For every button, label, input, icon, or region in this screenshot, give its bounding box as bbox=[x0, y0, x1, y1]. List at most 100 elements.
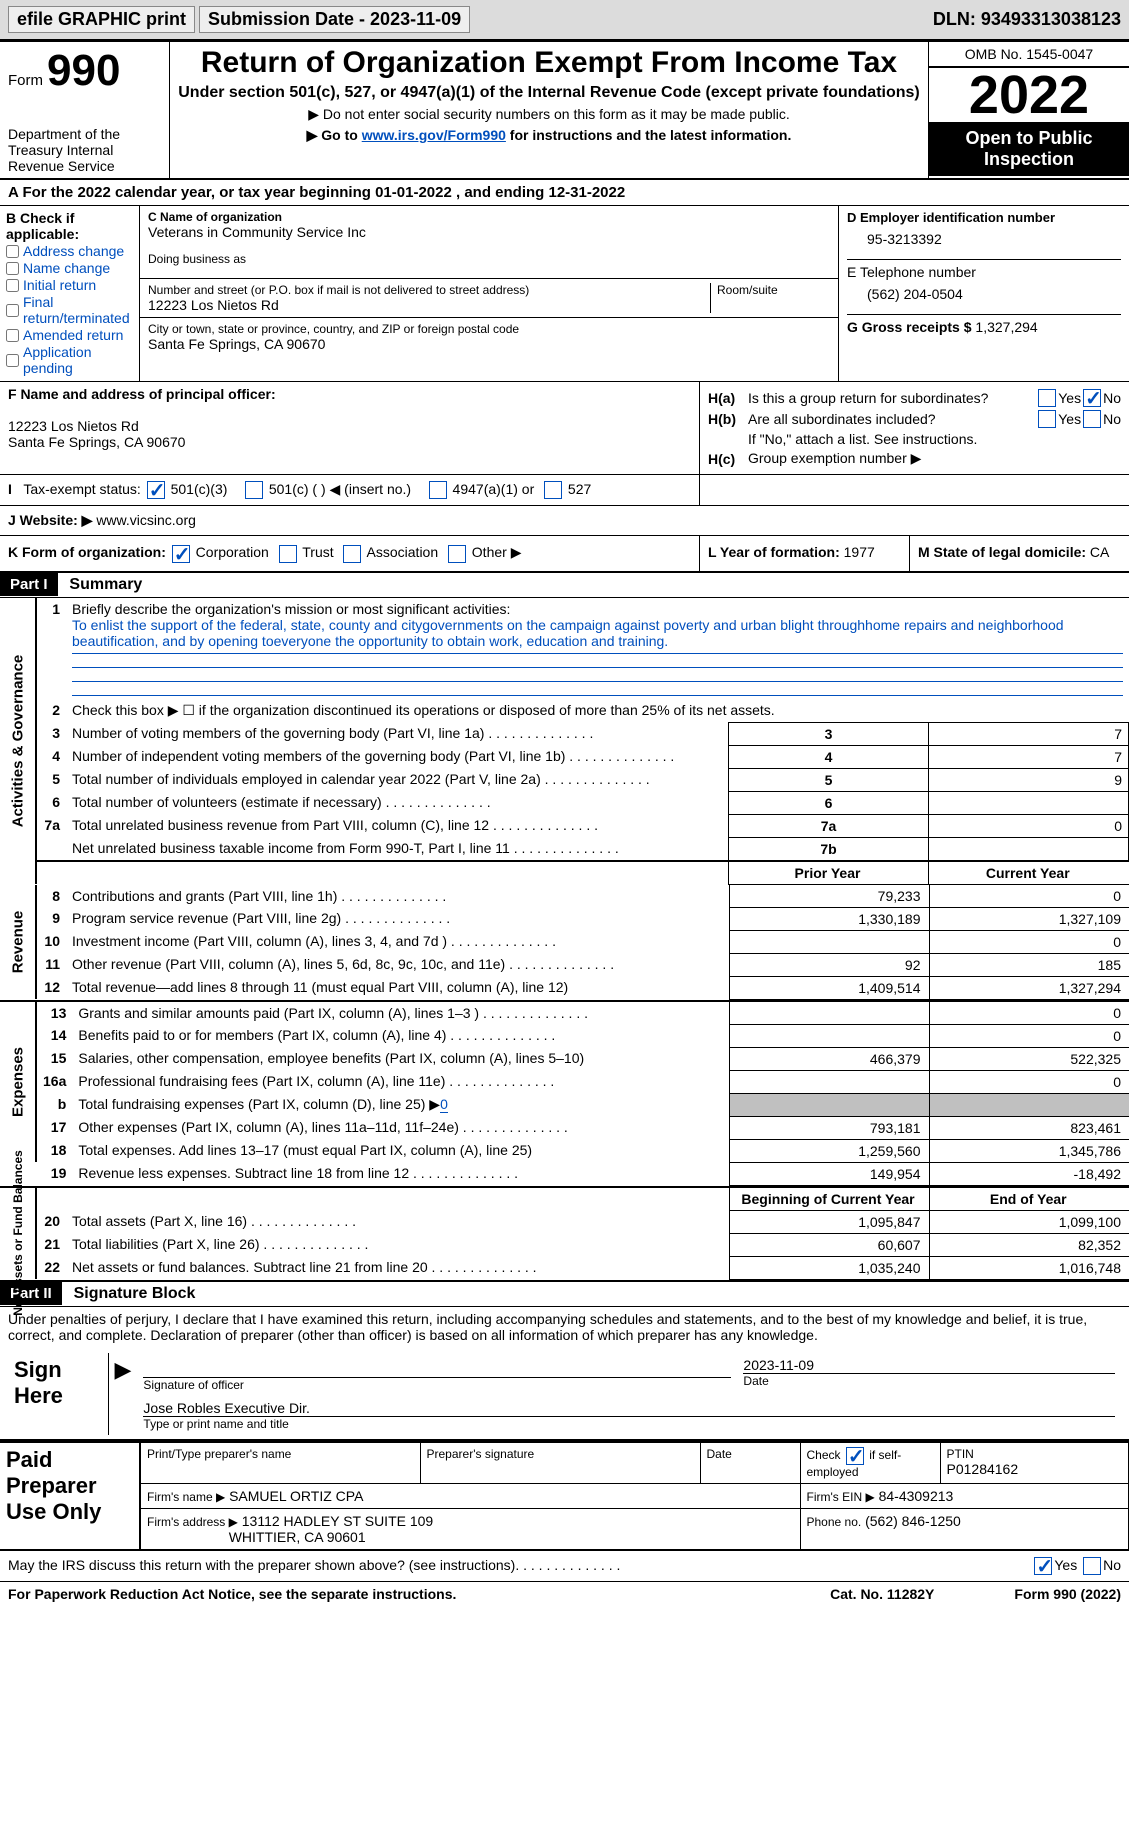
city-value: Santa Fe Springs, CA 90670 bbox=[148, 336, 830, 352]
l16b: Total fundraising expenses (Part IX, col… bbox=[72, 1093, 729, 1116]
curr-year-head: Current Year bbox=[929, 861, 1129, 885]
chk-address-input[interactable] bbox=[6, 245, 19, 258]
preparer-table: Paid Preparer Use Only Print/Type prepar… bbox=[0, 1441, 1129, 1551]
officer-addr2: Santa Fe Springs, CA 90670 bbox=[8, 434, 691, 450]
dln-number: DLN: 93493313038123 bbox=[933, 9, 1121, 30]
org-name-label: C Name of organization bbox=[148, 210, 830, 224]
row-a-calendar: A For the 2022 calendar year, or tax yea… bbox=[0, 180, 1129, 206]
website-label: J Website: ▶ bbox=[8, 512, 92, 528]
irs-yesno: Yes No bbox=[1032, 1557, 1121, 1575]
l11p: 92 bbox=[729, 953, 929, 976]
arrow1: ▶ bbox=[108, 1353, 137, 1435]
line1-label: Briefly describe the organization's miss… bbox=[72, 601, 510, 617]
hb-yes[interactable] bbox=[1038, 410, 1056, 428]
ha-yes[interactable] bbox=[1038, 389, 1056, 407]
chk-self[interactable] bbox=[846, 1447, 864, 1465]
l21e: 82,352 bbox=[929, 1233, 1129, 1256]
chk-initial-input[interactable] bbox=[6, 279, 19, 292]
irs-no[interactable] bbox=[1083, 1557, 1101, 1575]
chk-501c[interactable] bbox=[245, 481, 263, 499]
ha-label: H(a) bbox=[708, 390, 748, 406]
chk-corp[interactable] bbox=[172, 545, 190, 563]
l16ap bbox=[729, 1070, 929, 1093]
ha-no[interactable] bbox=[1083, 389, 1101, 407]
l20e: 1,099,100 bbox=[929, 1210, 1129, 1233]
vert-netassets: Net Assets or Fund Balances bbox=[0, 1187, 36, 1280]
col-h-group: H(a) Is this a group return for subordin… bbox=[700, 382, 1129, 474]
line7a-val: 0 bbox=[929, 814, 1129, 837]
col-k-form-org: K Form of organization: Corporation Trus… bbox=[0, 536, 700, 570]
chk-4947[interactable] bbox=[429, 481, 447, 499]
form-ref: Form 990 (2022) bbox=[1014, 1586, 1121, 1602]
l13: Grants and similar amounts paid (Part IX… bbox=[72, 1001, 729, 1025]
l10p bbox=[729, 930, 929, 953]
chk-501c3[interactable] bbox=[147, 481, 165, 499]
chk-initial[interactable]: Initial return bbox=[6, 277, 133, 293]
l20b: 1,095,847 bbox=[729, 1210, 929, 1233]
l17: Other expenses (Part IX, column (A), lin… bbox=[72, 1116, 729, 1139]
l11: Other revenue (Part VIII, column (A), li… bbox=[66, 953, 729, 976]
l20: Total assets (Part X, line 16) bbox=[66, 1210, 729, 1233]
l17c: 823,461 bbox=[929, 1116, 1129, 1139]
begin-head: Beginning of Current Year bbox=[729, 1187, 929, 1211]
notice-suffix: for instructions and the latest informat… bbox=[506, 127, 791, 143]
chk-assoc[interactable] bbox=[343, 545, 361, 563]
part2-title: Signature Block bbox=[66, 1282, 204, 1306]
chk-name-change[interactable]: Name change bbox=[6, 260, 133, 276]
open-public-badge: Open to Public Inspection bbox=[929, 122, 1129, 176]
l8c: 0 bbox=[929, 885, 1129, 908]
top-bar: efile GRAPHIC print Submission Date - 20… bbox=[0, 0, 1129, 40]
rule2 bbox=[72, 668, 1123, 682]
efile-print-btn[interactable]: efile GRAPHIC print bbox=[8, 6, 195, 33]
officer-label: F Name and address of principal officer: bbox=[8, 386, 691, 402]
org-name: Veterans in Community Service Inc bbox=[148, 224, 830, 240]
part2-badge: Part II bbox=[0, 1282, 62, 1305]
chk-other[interactable] bbox=[448, 545, 466, 563]
rule1 bbox=[72, 654, 1123, 668]
chk-trust[interactable] bbox=[279, 545, 297, 563]
irs-yes[interactable] bbox=[1034, 1557, 1052, 1575]
line6-val bbox=[929, 791, 1129, 814]
date-label: Date bbox=[743, 1373, 1115, 1388]
line4: Number of independent voting members of … bbox=[66, 745, 729, 768]
l16b-gray2 bbox=[929, 1093, 1129, 1116]
chk-name-input[interactable] bbox=[6, 262, 19, 275]
submission-date-btn[interactable]: Submission Date - 2023-11-09 bbox=[199, 6, 470, 33]
l22: Net assets or fund balances. Subtract li… bbox=[66, 1256, 729, 1279]
part1-badge: Part I bbox=[0, 573, 58, 596]
line7a: Total unrelated business revenue from Pa… bbox=[66, 814, 729, 837]
hc-label: H(c) bbox=[708, 451, 748, 467]
chk-address-change[interactable]: Address change bbox=[6, 243, 133, 259]
l9: Program service revenue (Part VIII, line… bbox=[66, 907, 729, 930]
summary-table: Activities & Governance 1 Briefly descri… bbox=[0, 598, 1129, 885]
l21: Total liabilities (Part X, line 26) bbox=[66, 1233, 729, 1256]
l13c: 0 bbox=[929, 1001, 1129, 1025]
chk-amended[interactable]: Amended return bbox=[6, 327, 133, 343]
hb-opts: Yes No bbox=[991, 410, 1121, 428]
chk-amended-input[interactable] bbox=[6, 329, 19, 342]
l14p bbox=[729, 1024, 929, 1047]
penalty-text: Under penalties of perjury, I declare th… bbox=[8, 1311, 1121, 1343]
website-url: www.vicsinc.org bbox=[96, 512, 196, 528]
l10c: 0 bbox=[929, 930, 1129, 953]
officer-name: Jose Robles Executive Dir. bbox=[143, 1400, 1115, 1416]
section-bcd: B Check if applicable: Address change Na… bbox=[0, 206, 1129, 382]
phone-label: E Telephone number bbox=[847, 264, 1121, 280]
chk-final[interactable]: Final return/terminated bbox=[6, 294, 133, 326]
chk-final-input[interactable] bbox=[6, 304, 19, 317]
chk-527[interactable] bbox=[544, 481, 562, 499]
chk-pending-input[interactable] bbox=[6, 354, 19, 367]
hb-no[interactable] bbox=[1083, 410, 1101, 428]
prior-year-head: Prior Year bbox=[729, 861, 929, 885]
section-j-website: J Website: ▶ www.vicsinc.org bbox=[0, 506, 1129, 536]
k-label: K Form of organization: bbox=[8, 544, 166, 560]
notice-link: ▶ Go to www.irs.gov/Form990 for instruct… bbox=[174, 127, 924, 144]
l17p: 793,181 bbox=[729, 1116, 929, 1139]
chk-pending[interactable]: Application pending bbox=[6, 344, 133, 376]
irs-link[interactable]: www.irs.gov/Form990 bbox=[362, 127, 506, 143]
col-b-heading: B Check if applicable: bbox=[6, 210, 133, 242]
footer-final: For Paperwork Reduction Act Notice, see … bbox=[0, 1582, 1129, 1606]
footer-irs: May the IRS discuss this return with the… bbox=[0, 1551, 1129, 1582]
col-c-org-info: C Name of organization Veterans in Commu… bbox=[140, 206, 839, 381]
header-center: Return of Organization Exempt From Incom… bbox=[170, 42, 929, 178]
